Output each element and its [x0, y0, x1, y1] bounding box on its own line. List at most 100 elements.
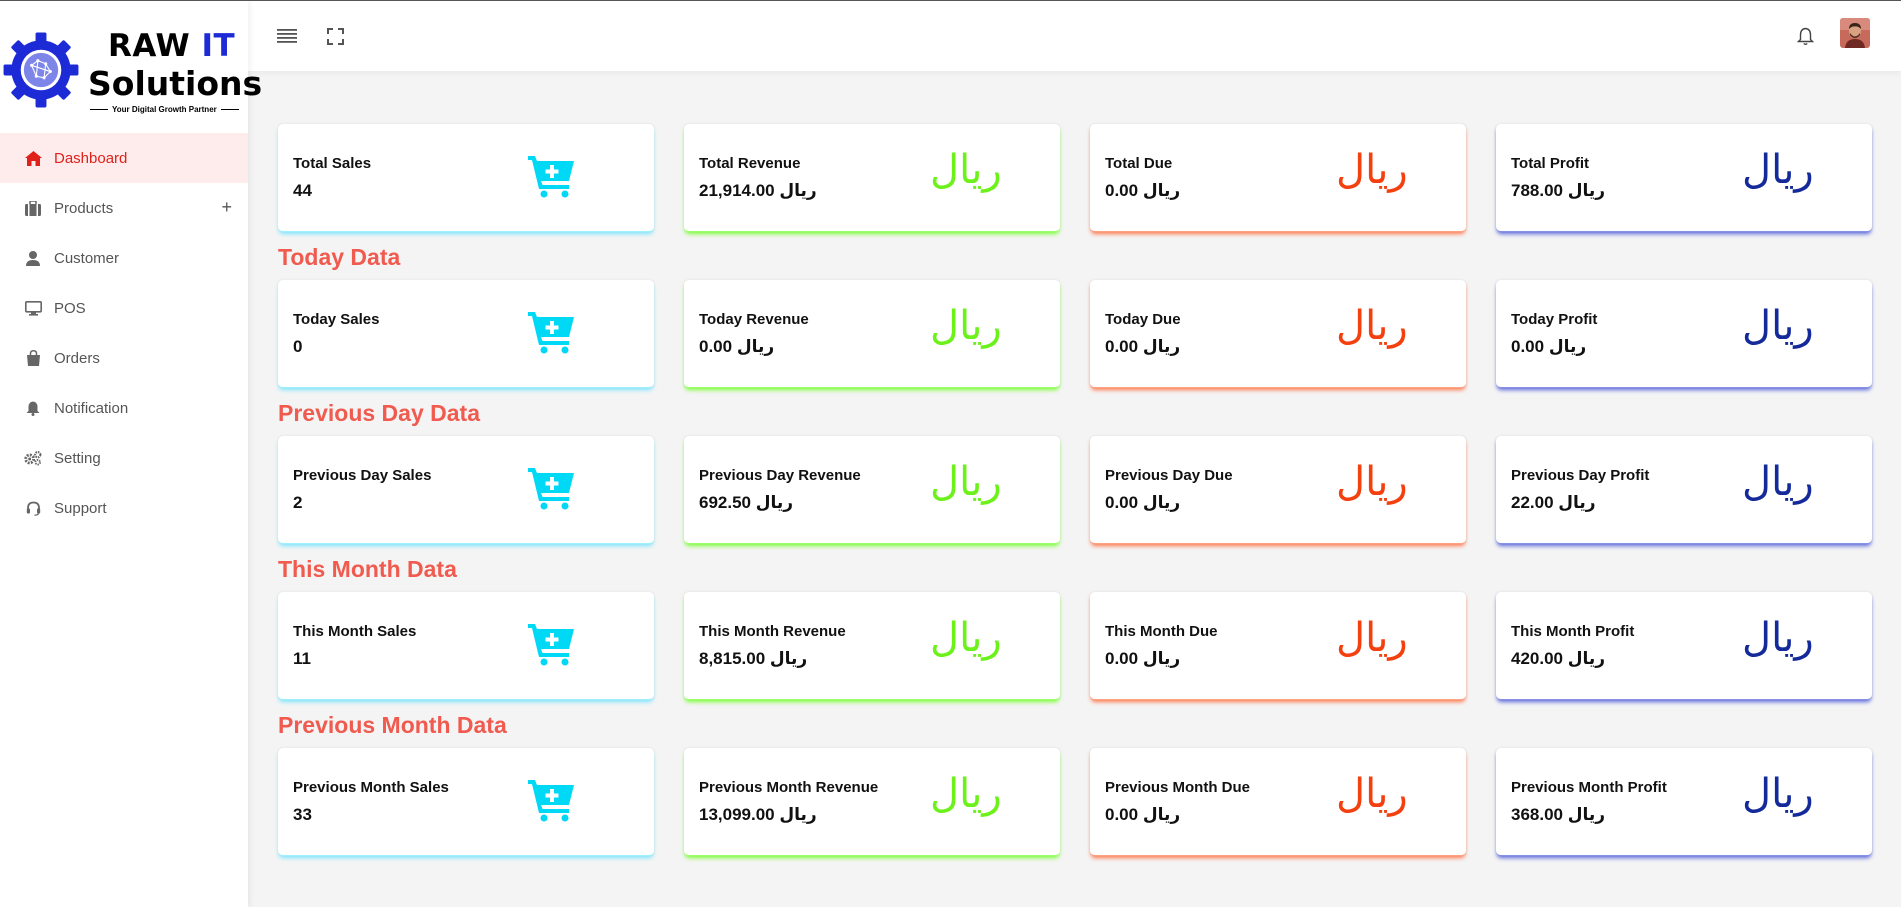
- menu-icon: [277, 29, 297, 43]
- sidebar-item-label: Setting: [54, 449, 101, 467]
- stat-card-revenue[interactable]: Total Revenue 21,914.00 ريال ريال: [684, 124, 1060, 232]
- stat-card-profit[interactable]: Previous Day Profit 22.00 ريال ريال: [1496, 436, 1872, 544]
- cart-plus-icon: [528, 468, 574, 510]
- sidebar-item-setting[interactable]: Setting: [0, 433, 248, 483]
- stats-row-total: Total Sales 44 Total Revenue 21,914.00 ر…: [278, 124, 1873, 234]
- stat-card-profit[interactable]: Total Profit 788.00 ريال ريال: [1496, 124, 1872, 232]
- sidebar-item-label: Notification: [54, 399, 129, 417]
- rial-currency-icon: ريال: [1742, 147, 1814, 193]
- card-label: Previous Month Profit: [1511, 779, 1667, 796]
- card-value: 420.00 ريال: [1511, 649, 1606, 668]
- stat-card-profit[interactable]: Today Profit 0.00 ريال ريال: [1496, 280, 1872, 388]
- card-label: Previous Day Profit: [1511, 467, 1650, 484]
- stat-card-due[interactable]: This Month Due 0.00 ريال ريال: [1090, 592, 1466, 700]
- card-value: 0.00 ريال: [1105, 337, 1181, 356]
- stat-card-due[interactable]: Today Due 0.00 ريال ريال: [1090, 280, 1466, 388]
- card-value: 368.00 ريال: [1511, 805, 1606, 824]
- sidebar: RAW IT Solutions Your Digital Growth Par…: [0, 1, 262, 907]
- avatar[interactable]: [1840, 18, 1870, 48]
- stat-card-profit[interactable]: Previous Month Profit 368.00 ريال ريال: [1496, 748, 1872, 856]
- expand-plus-icon[interactable]: +: [221, 197, 232, 217]
- rial-currency-icon: ريال: [1336, 459, 1408, 505]
- stats-row-previous-month: Previous Month Sales 33 Previous Month R…: [278, 748, 1873, 858]
- card-label: Today Due: [1105, 311, 1181, 328]
- sidebar-item-label: POS: [54, 299, 86, 317]
- stat-card-sales[interactable]: Today Sales 0: [278, 280, 654, 388]
- card-label: Previous Month Due: [1105, 779, 1251, 796]
- card-value: 0.00 ريال: [1105, 649, 1181, 668]
- gear-logo-icon: [3, 32, 79, 108]
- cart-plus-icon: [528, 312, 574, 354]
- stat-card-profit[interactable]: This Month Profit 420.00 ريال ريال: [1496, 592, 1872, 700]
- stat-card-revenue[interactable]: Previous Day Revenue 692.50 ريال ريال: [684, 436, 1060, 544]
- sidebar-item-customer[interactable]: Customer: [0, 233, 248, 283]
- sidebar-item-pos[interactable]: POS: [0, 283, 248, 333]
- card-value: 692.50 ريال: [699, 493, 794, 512]
- brand-tagline: Your Digital Growth Partner: [90, 105, 239, 114]
- rial-currency-icon: ريال: [930, 459, 1002, 505]
- card-value: 13,099.00 ريال: [699, 805, 817, 824]
- card-value: 0.00 ريال: [1105, 805, 1181, 824]
- rial-currency-icon: ريال: [1742, 615, 1814, 661]
- stat-card-due[interactable]: Total Due 0.00 ريال ريال: [1090, 124, 1466, 232]
- sidebar-item-orders[interactable]: Orders: [0, 333, 248, 383]
- card-label: Previous Month Sales: [293, 779, 449, 796]
- brand-logo[interactable]: RAW IT Solutions Your Digital Growth Par…: [0, 1, 262, 129]
- rial-currency-icon: ريال: [1336, 147, 1408, 193]
- card-value: 8,815.00 ريال: [699, 649, 808, 668]
- sidebar-nav: Dashboard Products + Customer POS Orde: [0, 133, 248, 533]
- rial-currency-icon: ريال: [1336, 771, 1408, 817]
- card-value: 0: [293, 337, 303, 356]
- sidebar-item-label: Support: [54, 499, 107, 517]
- stat-card-due[interactable]: Previous Day Due 0.00 ريال ريال: [1090, 436, 1466, 544]
- stat-card-revenue[interactable]: This Month Revenue 8,815.00 ريال ريال: [684, 592, 1060, 700]
- card-label: This Month Revenue: [699, 623, 846, 640]
- stat-card-due[interactable]: Previous Month Due 0.00 ريال ريال: [1090, 748, 1466, 856]
- card-value: 21,914.00 ريال: [699, 181, 817, 200]
- card-label: This Month Profit: [1511, 623, 1635, 640]
- stat-card-revenue[interactable]: Previous Month Revenue 13,099.00 ريال ري…: [684, 748, 1060, 856]
- fullscreen-button[interactable]: [324, 25, 346, 47]
- menu-toggle-button[interactable]: [276, 25, 298, 47]
- rial-currency-icon: ريال: [1742, 303, 1814, 349]
- sidebar-item-support[interactable]: Support: [0, 483, 248, 533]
- headset-icon: [24, 499, 42, 517]
- notification-button[interactable]: [1794, 25, 1816, 47]
- sidebar-item-notification[interactable]: Notification: [0, 383, 248, 433]
- card-label: Today Sales: [293, 311, 380, 328]
- dashboard-main: Total Sales 44 Total Revenue 21,914.00 ر…: [278, 124, 1873, 868]
- stat-card-sales[interactable]: Previous Month Sales 33: [278, 748, 654, 856]
- section-title-this-month: This Month Data: [278, 556, 457, 582]
- rial-currency-icon: ريال: [930, 147, 1002, 193]
- stat-card-revenue[interactable]: Today Revenue 0.00 ريال ريال: [684, 280, 1060, 388]
- card-label: Total Revenue: [699, 155, 801, 172]
- section-title-today: Today Data: [278, 244, 401, 270]
- stats-row-previous-day: Previous Day Sales 2 Previous Day Revenu…: [278, 436, 1873, 546]
- rial-currency-icon: ريال: [1336, 615, 1408, 661]
- section-title-previous-month: Previous Month Data: [278, 712, 507, 738]
- sidebar-item-dashboard[interactable]: Dashboard: [0, 133, 248, 183]
- cart-plus-icon: [528, 780, 574, 822]
- stat-card-sales[interactable]: This Month Sales 11: [278, 592, 654, 700]
- rial-currency-icon: ريال: [930, 615, 1002, 661]
- card-label: Previous Month Revenue: [699, 779, 879, 796]
- cart-plus-icon: [528, 624, 574, 666]
- stat-card-sales[interactable]: Previous Day Sales 2: [278, 436, 654, 544]
- stat-card-sales[interactable]: Total Sales 44: [278, 124, 654, 232]
- rial-currency-icon: ريال: [1742, 771, 1814, 817]
- card-value: 44: [293, 181, 312, 200]
- brand-name-line2: Solutions: [88, 64, 263, 103]
- card-label: Previous Day Due: [1105, 467, 1233, 484]
- stats-row-this-month: This Month Sales 11 This Month Revenue 8…: [278, 592, 1873, 702]
- section-title-previous-day: Previous Day Data: [278, 400, 480, 426]
- card-label: This Month Sales: [293, 623, 417, 640]
- card-label: Previous Day Revenue: [699, 467, 861, 484]
- top-header: [248, 1, 1901, 71]
- briefcase-icon: [24, 199, 42, 217]
- card-label: This Month Due: [1105, 623, 1218, 640]
- bag-icon: [24, 349, 42, 367]
- sidebar-item-products[interactable]: Products +: [0, 183, 248, 233]
- sidebar-item-label: Dashboard: [54, 149, 128, 167]
- card-value: 0.00 ريال: [1105, 493, 1181, 512]
- sidebar-item-label: Customer: [54, 249, 120, 267]
